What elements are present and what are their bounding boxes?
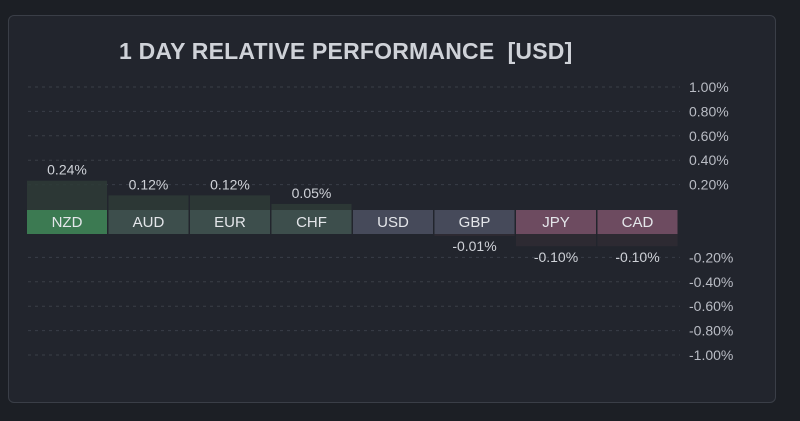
y-tick-label: -1.00% <box>689 347 733 363</box>
bar-nzd <box>27 180 107 210</box>
bar-aud <box>108 195 189 210</box>
value-label: 0.12% <box>129 176 169 192</box>
y-tick-label: -0.60% <box>689 298 733 314</box>
category-label: USD <box>377 214 409 231</box>
category-strip-chf <box>271 210 352 234</box>
category-label: CAD <box>622 214 654 231</box>
category-strip-cad <box>597 210 678 234</box>
value-label: 0.24% <box>47 162 87 178</box>
bar-eur <box>190 195 270 210</box>
category-strip-jpy <box>516 210 596 234</box>
category-strip-gbp <box>434 210 515 234</box>
category-strip-eur <box>190 210 270 234</box>
bar-chf <box>271 203 352 210</box>
value-label: 0.12% <box>210 176 250 192</box>
y-tick-label: -0.40% <box>689 274 733 290</box>
category-label: EUR <box>214 214 246 231</box>
y-tick-label: 0.40% <box>689 152 729 168</box>
category-label: GBP <box>459 214 491 231</box>
category-label: JPY <box>542 214 570 231</box>
category-strip-nzd <box>27 210 107 234</box>
y-tick-label: 0.80% <box>689 103 729 119</box>
bar-cad <box>597 234 678 247</box>
category-label: AUD <box>133 214 165 231</box>
category-strip-usd <box>353 210 433 234</box>
category-label: NZD <box>52 214 83 231</box>
value-label: 0.05% <box>292 185 332 201</box>
y-tick-label: 0.20% <box>689 177 729 193</box>
category-strip-aud <box>108 210 189 234</box>
bar-jpy <box>516 234 596 247</box>
y-tick-label: -0.20% <box>689 249 733 265</box>
bar-gbp <box>434 234 515 236</box>
chart-title: 1 DAY RELATIVE PERFORMANCE [USD] <box>119 38 573 64</box>
y-tick-label: -0.80% <box>689 323 733 339</box>
value-label: -0.10% <box>534 249 578 265</box>
value-label: -0.01% <box>452 238 496 254</box>
value-label: -0.10% <box>615 249 659 265</box>
category-label: CHF <box>296 214 327 231</box>
y-tick-label: 0.60% <box>689 128 729 144</box>
y-tick-label: 1.00% <box>689 79 729 95</box>
